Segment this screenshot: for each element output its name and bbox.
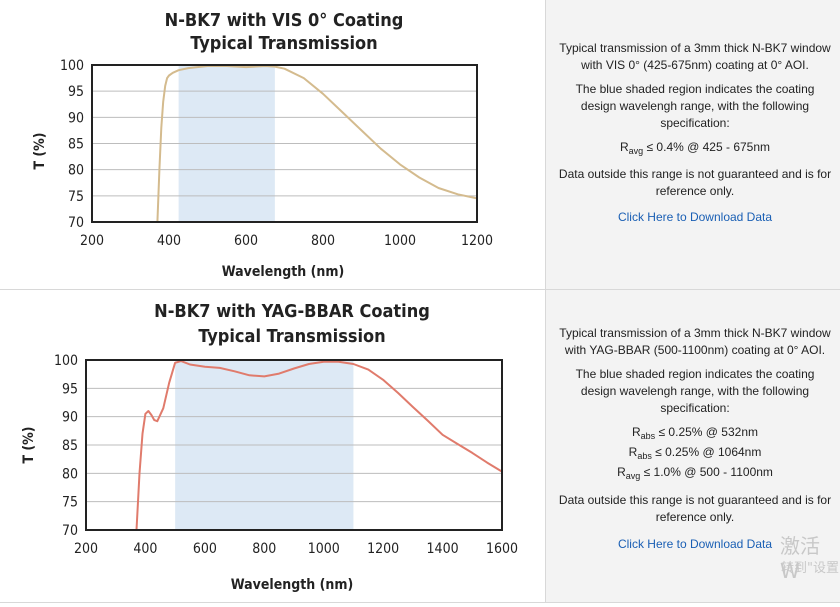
x-tick-label: 1200 [367,541,399,557]
x-tick-label: 1000 [308,541,340,557]
chart-cell: N-BK7 with YAG-BBAR Coating Typical Tran… [0,290,546,602]
plot-area: 70 75 80 85 90 95 100 200 400 600 800 1000 1200 [60,58,493,249]
vis-coating-chart: N-BK7 with VIS 0° Coating Typical Transm… [32,10,493,280]
x-axis-label: Wavelength (nm) [231,577,353,593]
x-tick-label: 600 [193,541,217,557]
spec-item: Rabs ≤ 0.25% @ 532nm [631,425,759,441]
description-block: Typical transmission of a 3mm thick N-BK… [558,325,832,560]
shaded-note: The blue shaded region indicates the coa… [575,82,815,130]
x-tick-label: 600 [234,233,258,249]
y-tick-label: 75 [62,495,78,511]
y-tick-label: 90 [68,110,84,126]
y-tick-label: 85 [68,137,84,153]
x-tick-label: 200 [80,233,104,249]
y-tick-label: 80 [62,466,78,482]
y-tick-label: 75 [68,189,84,205]
y-tick-label: 95 [68,84,84,100]
y-tick-label: 70 [68,215,84,231]
watermark-line1: 激活 W [780,534,820,583]
download-data-link[interactable]: Click Here to Download Data [617,210,773,224]
description-cell: Typical transmission of a 3mm thick N-BK… [546,290,840,602]
y-tick-label: 100 [54,353,78,369]
y-tick-label: 90 [62,410,78,426]
x-tick-label: 800 [311,233,335,249]
description-block: Typical transmission of a 3mm thick N-BK… [558,40,832,233]
chart-title-line2: Typical Transmission [190,33,377,54]
download-data-link[interactable]: Click Here to Download Data [617,537,773,551]
spec-item: Rabs ≤ 0.25% @ 1064nm [628,445,762,461]
x-tick-label: 1400 [427,541,459,557]
y-axis-label: T (%) [21,426,37,463]
y-tick-label: 95 [62,381,78,397]
chart-title-line1: N-BK7 with VIS 0° Coating [165,10,404,31]
disclaimer-text: Data outside this range is not guarantee… [558,493,832,524]
x-tick-label: 400 [133,541,157,557]
chart-title-line1: N-BK7 with YAG-BBAR Coating [154,301,430,322]
transmission-curve [135,360,503,531]
watermark-line2: 转到"设置 [781,561,839,576]
product-row-vis: N-BK7 with VIS 0° Coating Typical Transm… [0,0,840,290]
plot-area: 70 75 80 85 90 95 100 200 400 600 800 1000 1200 1400 1… [54,353,518,557]
description-text: Typical transmission of a 3mm thick N-BK… [559,326,831,357]
product-row-yag: N-BK7 with YAG-BBAR Coating Typical Tran… [0,290,840,603]
x-tick-label: 200 [74,541,98,557]
yag-coating-chart: N-BK7 with YAG-BBAR Coating Typical Tran… [21,301,518,593]
y-tick-label: 100 [60,58,84,74]
plot-frame [91,64,478,223]
x-tick-label: 400 [157,233,181,249]
spec-list: Ravg ≤ 0.4% @ 425 - 675nm [558,139,832,159]
transmission-curve [156,65,478,223]
y-tick-label: 85 [62,438,78,454]
spec-list: Rabs ≤ 0.25% @ 532nm Rabs ≤ 0.25% @ 1064… [558,424,832,484]
x-tick-label: 1000 [384,233,416,249]
shaded-note: The blue shaded region indicates the coa… [575,367,815,415]
y-tick-label: 80 [68,163,84,179]
chart-title-line2: Typical Transmission [198,326,385,347]
spec-item: Ravg ≤ 1.0% @ 500 - 1100nm [617,465,773,481]
y-tick-label: 70 [62,523,78,539]
plot-frame [85,359,503,531]
y-axis-label: T (%) [32,132,48,169]
disclaimer-text: Data outside this range is not guarantee… [558,167,832,198]
spec-item: Ravg ≤ 0.4% @ 425 - 675nm [619,140,771,156]
chart-cell: N-BK7 with VIS 0° Coating Typical Transm… [0,0,546,289]
description-cell: Typical transmission of a 3mm thick N-BK… [546,0,840,289]
x-tick-label: 1600 [486,541,518,557]
x-tick-label: 800 [252,541,276,557]
x-tick-label: 1200 [461,233,493,249]
description-text: Typical transmission of a 3mm thick N-BK… [559,41,831,72]
x-axis-label: Wavelength (nm) [222,264,344,280]
